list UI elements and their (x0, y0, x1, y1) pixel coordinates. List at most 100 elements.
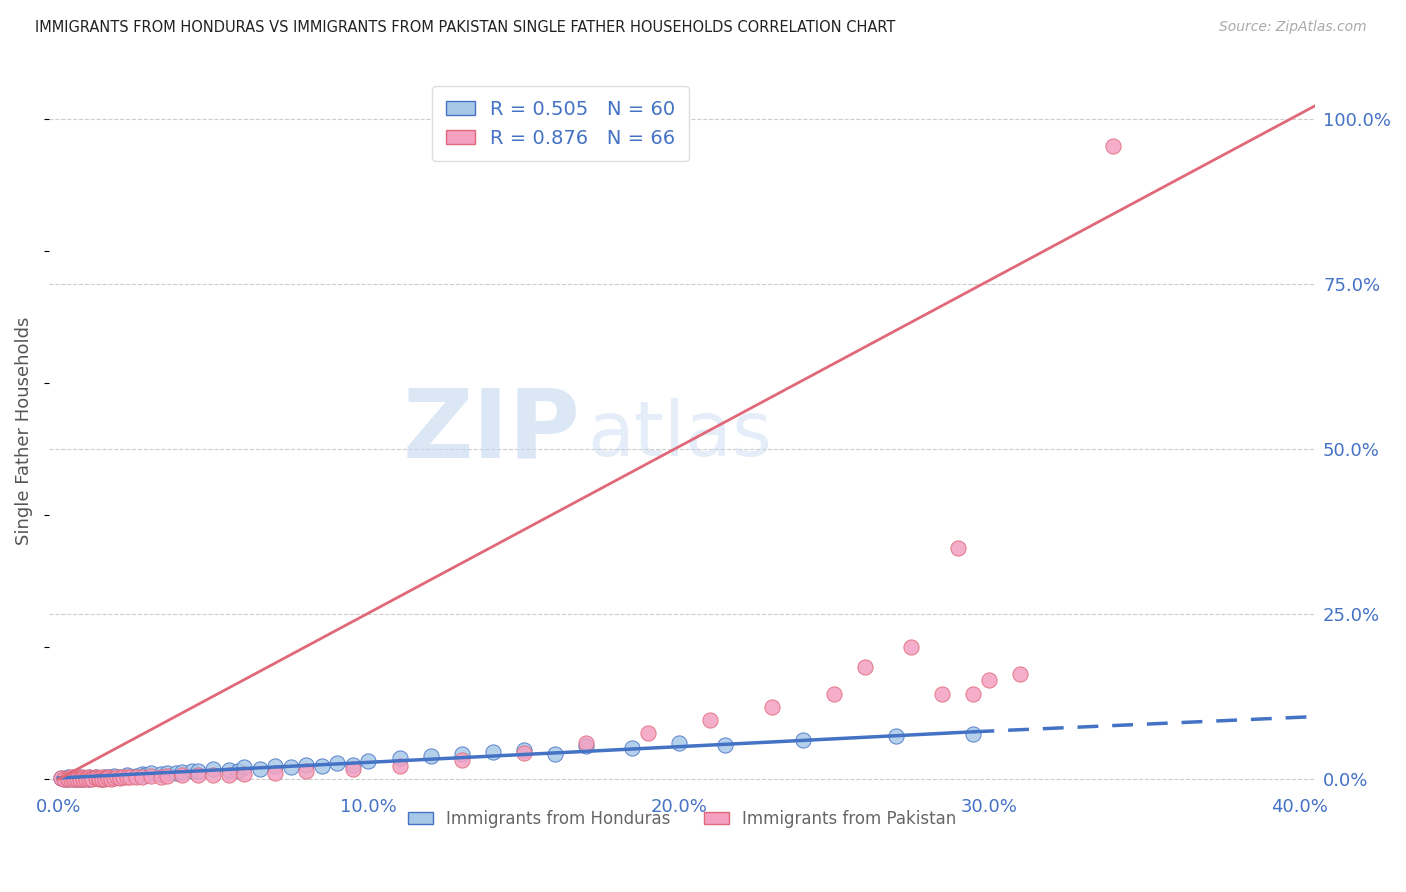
Point (75, 771, 97, 785)
Point (56, 772, 79, 786)
Point (280, 760, 302, 774)
Point (66, 772, 89, 786)
Point (94, 770, 117, 784)
Point (97, 770, 120, 784)
Point (59, 772, 82, 786)
Point (699, 713, 721, 727)
Point (125, 769, 148, 783)
Point (714, 738, 737, 752)
Point (75, 771, 97, 785)
Point (180, 764, 202, 778)
Point (450, 752, 472, 766)
Point (103, 769, 125, 783)
Point (761, 699, 783, 714)
Point (53, 772, 76, 786)
Point (481, 745, 503, 759)
Point (853, 660, 876, 674)
Point (84, 770, 107, 784)
Point (84, 771, 107, 785)
Point (131, 770, 153, 784)
Point (342, 763, 364, 777)
Y-axis label: Single Father Households: Single Father Households (15, 317, 32, 545)
Point (69, 772, 91, 786)
Point (72, 771, 94, 785)
Point (87, 772, 110, 786)
Point (543, 747, 565, 762)
Point (62, 772, 84, 786)
Point (59, 770, 82, 784)
Point (100, 772, 122, 786)
Point (156, 765, 179, 780)
Point (149, 767, 172, 781)
Point (125, 770, 148, 784)
Point (90, 772, 112, 786)
Point (115, 770, 138, 784)
Point (62, 771, 84, 785)
Point (202, 763, 225, 777)
Point (295, 757, 318, 772)
Point (1102, 138, 1125, 153)
Point (118, 770, 141, 784)
Text: ZIP: ZIP (402, 384, 581, 477)
Legend: Immigrants from Honduras, Immigrants from Pakistan: Immigrants from Honduras, Immigrants fro… (401, 804, 963, 835)
Point (264, 759, 287, 773)
Point (931, 686, 953, 700)
Point (172, 765, 194, 780)
Point (1008, 666, 1031, 681)
Point (66, 772, 89, 786)
Point (202, 768, 225, 782)
Point (311, 759, 333, 773)
Point (72, 770, 94, 784)
Point (79, 770, 101, 784)
Point (79, 772, 101, 786)
Point (87, 771, 110, 785)
Point (66, 771, 89, 785)
Point (51, 771, 73, 785)
Point (59, 771, 82, 785)
Point (69, 770, 91, 784)
Point (165, 766, 187, 780)
Point (357, 754, 380, 768)
Point (87, 771, 110, 785)
Point (82, 771, 104, 785)
Point (884, 730, 907, 744)
Point (668, 736, 690, 750)
Point (149, 770, 172, 784)
Point (103, 771, 125, 785)
Point (72, 772, 94, 786)
Point (97, 770, 120, 784)
Point (792, 732, 814, 747)
Point (218, 767, 240, 781)
Point (90, 772, 112, 786)
Point (94, 771, 117, 785)
Point (264, 765, 287, 780)
Point (84, 770, 107, 784)
Point (218, 763, 240, 777)
Point (946, 541, 969, 556)
Point (233, 767, 256, 781)
Point (388, 751, 411, 765)
Point (233, 760, 256, 774)
Point (823, 686, 845, 700)
Point (575, 736, 598, 750)
Point (450, 747, 472, 762)
Point (56, 770, 79, 784)
Point (56, 772, 79, 786)
Point (141, 766, 163, 780)
Point (575, 739, 598, 754)
Point (53, 772, 76, 786)
Point (82, 771, 104, 785)
Point (62, 772, 84, 786)
Point (56, 771, 79, 785)
Point (326, 756, 349, 770)
Point (187, 764, 209, 779)
Point (105, 770, 128, 784)
Point (900, 640, 922, 655)
Point (134, 767, 156, 781)
Point (110, 770, 132, 784)
Text: IMMIGRANTS FROM HONDURAS VS IMMIGRANTS FROM PAKISTAN SINGLE FATHER HOUSEHOLDS CO: IMMIGRANTS FROM HONDURAS VS IMMIGRANTS F… (35, 20, 896, 35)
Point (977, 673, 1000, 688)
Point (75, 772, 97, 786)
Point (51, 771, 73, 785)
Point (249, 762, 271, 776)
